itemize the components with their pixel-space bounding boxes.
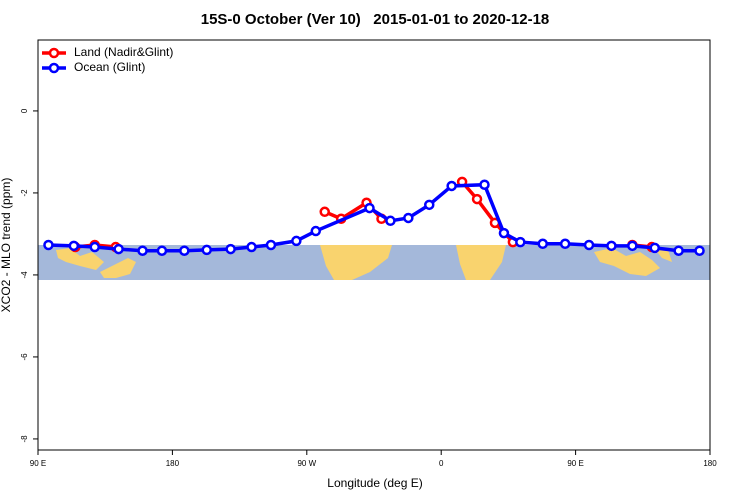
land-shape xyxy=(320,245,392,280)
x-tick-label: 0 xyxy=(439,459,444,468)
legend-label: Ocean (Glint) xyxy=(74,60,145,74)
y-tick-label: -8 xyxy=(20,435,29,443)
data-point xyxy=(403,212,414,224)
plot-frame xyxy=(37,39,711,451)
data-point xyxy=(291,235,302,247)
chart-title: 15S-0 October (Ver 10) 2015-01-01 to 202… xyxy=(201,11,550,28)
x-tick-label: 90 E xyxy=(567,459,583,468)
data-point xyxy=(201,244,212,256)
data-point xyxy=(537,238,548,250)
data-point xyxy=(43,239,54,251)
data-point xyxy=(310,225,322,237)
y-axis-label: XCO2 - MLO trend (ppm) xyxy=(0,178,13,313)
data-point xyxy=(225,243,236,255)
land-shape xyxy=(456,245,506,280)
data-point xyxy=(265,239,277,251)
data-point xyxy=(498,227,510,239)
data-point xyxy=(179,245,190,256)
legend-label: Land (Nadir&Glint) xyxy=(74,45,173,59)
data-point xyxy=(89,241,100,253)
data-point xyxy=(627,240,638,252)
data-point xyxy=(246,241,257,253)
data-point xyxy=(583,239,595,251)
x-tick-label: 90 W xyxy=(297,459,316,468)
series-line xyxy=(75,180,652,249)
data-point xyxy=(113,243,124,255)
data-point xyxy=(479,179,490,190)
y-tick-label: -4 xyxy=(20,271,29,279)
legend: Land (Nadir&Glint)Ocean (Glint) xyxy=(42,45,173,74)
x-axis-label: Longitude (deg E) xyxy=(327,476,422,490)
data-point xyxy=(446,180,457,192)
land-shape xyxy=(594,248,660,276)
land-shape xyxy=(56,248,104,270)
data-point xyxy=(673,245,684,256)
x-tick-label: 180 xyxy=(166,459,180,468)
data-point xyxy=(137,245,148,256)
x-tick-label: 90 E xyxy=(30,459,46,468)
y-tick-label: -6 xyxy=(20,353,29,361)
data-point xyxy=(694,245,705,256)
y-tick-label: 0 xyxy=(20,108,29,113)
y-tick-label: -2 xyxy=(20,189,29,197)
x-tick-label: 180 xyxy=(703,459,717,468)
data-point xyxy=(559,238,571,250)
data-point xyxy=(424,199,435,211)
data-point xyxy=(471,193,483,205)
data-point xyxy=(156,245,168,256)
land-shape xyxy=(100,258,136,278)
data-point xyxy=(606,240,617,252)
data-point xyxy=(68,240,80,252)
data-point xyxy=(364,202,375,214)
data-point xyxy=(515,236,526,248)
series-line xyxy=(48,182,700,253)
data-point xyxy=(385,215,396,227)
legend-marker xyxy=(48,47,60,59)
data-point xyxy=(319,206,330,218)
data-point xyxy=(649,242,660,254)
legend-marker xyxy=(48,62,60,74)
